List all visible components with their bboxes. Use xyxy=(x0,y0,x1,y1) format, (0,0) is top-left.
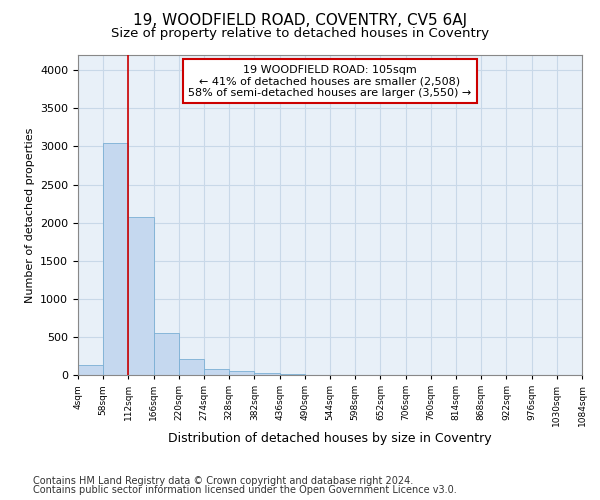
Y-axis label: Number of detached properties: Number of detached properties xyxy=(25,128,35,302)
Bar xyxy=(78,365,103,375)
Text: 19 WOODFIELD ROAD: 105sqm
← 41% of detached houses are smaller (2,508)
58% of se: 19 WOODFIELD ROAD: 105sqm ← 41% of detac… xyxy=(188,64,472,98)
Bar xyxy=(179,359,204,375)
Bar xyxy=(229,371,254,375)
Text: 19, WOODFIELD ROAD, COVENTRY, CV5 6AJ: 19, WOODFIELD ROAD, COVENTRY, CV5 6AJ xyxy=(133,12,467,28)
Bar xyxy=(128,216,154,375)
Bar xyxy=(154,333,179,375)
Text: Size of property relative to detached houses in Coventry: Size of property relative to detached ho… xyxy=(111,28,489,40)
Bar xyxy=(204,369,229,375)
Text: Contains public sector information licensed under the Open Government Licence v3: Contains public sector information licen… xyxy=(33,485,457,495)
Bar xyxy=(280,374,305,375)
Bar xyxy=(254,372,280,375)
X-axis label: Distribution of detached houses by size in Coventry: Distribution of detached houses by size … xyxy=(168,432,492,444)
Bar xyxy=(103,142,128,375)
Text: Contains HM Land Registry data © Crown copyright and database right 2024.: Contains HM Land Registry data © Crown c… xyxy=(33,476,413,486)
